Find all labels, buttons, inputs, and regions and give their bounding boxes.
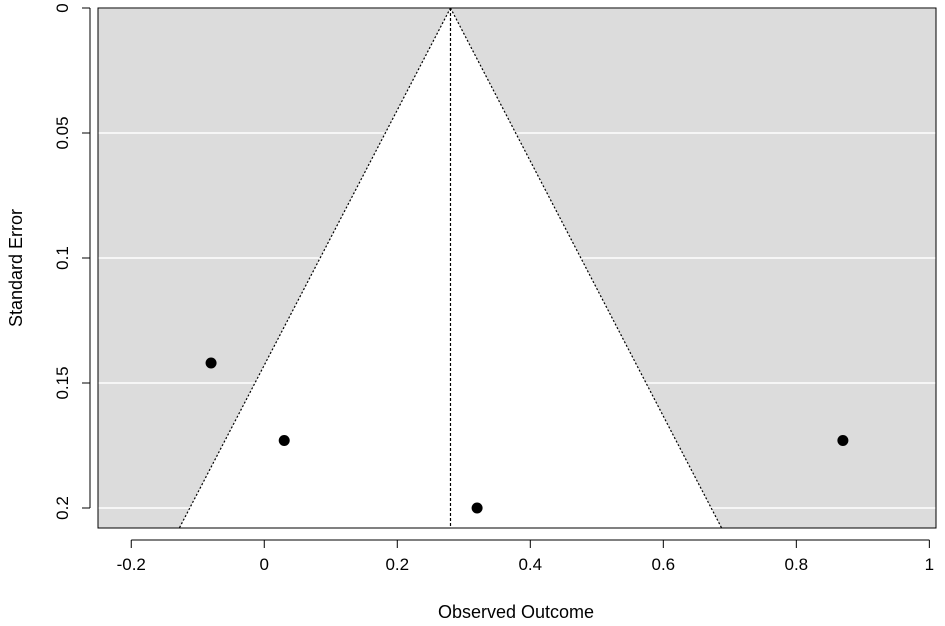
x-tick-label: 1 [925,555,934,574]
x-tick-label: 0.4 [518,555,542,574]
x-tick-label: 0.2 [385,555,409,574]
data-point [278,435,290,446]
funnel-right-boundary [449,7,723,529]
x-tick-label: 0 [260,555,269,574]
data-point [837,435,849,446]
x-axis-label: Observed Outcome [438,602,594,622]
y-axis-label: Standard Error [6,209,26,327]
data-point [471,502,483,514]
data-point [205,357,217,369]
y-tick-label: 0.05 [53,116,72,149]
x-axis: -0.2 0 0.2 0.4 0.6 0.8 1 [117,539,934,574]
y-tick-label: 0.2 [53,496,72,520]
x-tick-label: -0.2 [117,555,146,574]
funnel-left-boundary [178,7,452,529]
y-tick-label: 0.1 [53,246,72,270]
x-tick-label: 0.8 [785,555,809,574]
x-tick-label: 0.6 [651,555,675,574]
y-tick-label: 0.15 [53,366,72,399]
y-tick-label: 0 [53,3,72,12]
y-axis: 0 0.05 0.1 0.15 0.2 [53,3,91,520]
plot-frame [97,7,937,529]
